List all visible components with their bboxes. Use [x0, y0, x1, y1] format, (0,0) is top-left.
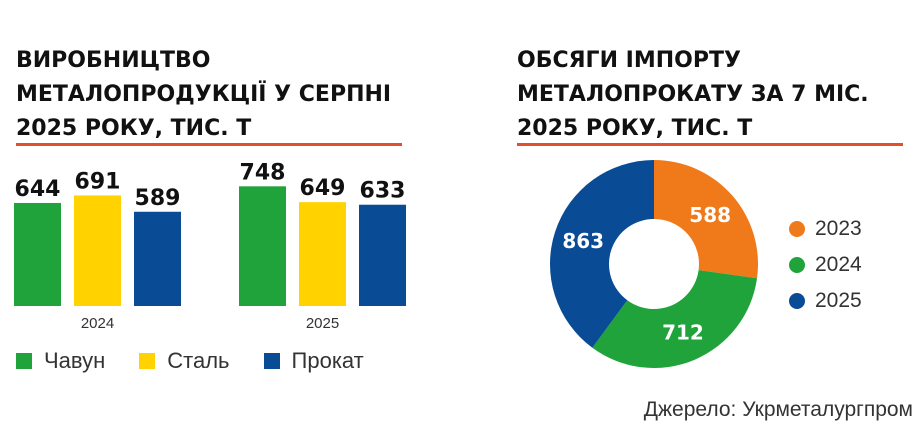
category-label: 2024: [81, 315, 114, 332]
donut-slice-value: 712: [662, 321, 704, 345]
donut-legend-item-2024: 2024: [789, 253, 862, 277]
legend-label: Сталь: [167, 348, 230, 373]
donut-chart-title: ОБСЯГИ ІМПОРТУ МЕТАЛОПРОКАТУ ЗА 7 МІС. 2…: [517, 44, 869, 146]
legend-dot-blue: [789, 293, 805, 309]
donut-legend-item-2023: 2023: [789, 217, 862, 241]
legend-item-stal: Сталь: [139, 348, 230, 374]
legend-label: Чавун: [44, 348, 106, 373]
donut-slice-2024: [592, 270, 758, 369]
bar-value-label: 748: [240, 160, 286, 185]
donut-slice-value: 588: [689, 203, 731, 227]
legend-label: 2023: [815, 217, 862, 240]
bar-2024-2: [134, 211, 181, 306]
bar-value-label: 691: [75, 169, 121, 194]
bar-value-label: 649: [300, 176, 346, 201]
legend-swatch-yellow: [139, 353, 156, 369]
bar-chart-title-line: ВИРОБНИЦТВО: [16, 48, 211, 73]
bar-2024-0: [14, 202, 61, 306]
donut-chart-title-line: ОБСЯГИ ІМПОРТУ: [517, 48, 741, 73]
bar-value-label: 589: [135, 186, 181, 211]
source-note: Джерело: Укрметалургпром: [643, 398, 913, 421]
bar-2025-0: [239, 186, 286, 306]
legend-item-chavun: Чавун: [16, 348, 105, 374]
bar-value-label: 633: [360, 179, 406, 204]
bar-value-label: 644: [15, 177, 61, 202]
legend-label: 2025: [815, 289, 862, 312]
donut-slice-value: 863: [562, 229, 604, 253]
bar-legend: Чавун Сталь Прокат: [16, 348, 364, 374]
legend-dot-green: [789, 257, 805, 273]
donut-slice-2025: [550, 160, 654, 348]
legend-swatch-blue: [263, 353, 280, 369]
donut-slice-2023: [654, 160, 758, 279]
donut-legend-item-2025: 2025: [789, 289, 862, 313]
donut-chart-title-rule: [517, 143, 903, 146]
bar-2025-1: [299, 202, 346, 306]
bar-chart-title-line: 2025 РОКУ, ТИС. Т: [16, 116, 252, 141]
donut-chart-title-line: 2025 РОКУ, ТИС. Т: [517, 116, 753, 141]
legend-swatch-green: [16, 353, 32, 369]
legend-dot-orange: [789, 221, 805, 237]
bar-chart-title-line: МЕТАЛОПРОДУКЦІЇ У СЕРПНІ: [16, 82, 392, 107]
legend-item-prokat: Прокат: [263, 348, 364, 374]
donut-chart-title-line: МЕТАЛОПРОКАТУ ЗА 7 МІС.: [517, 82, 869, 107]
legend-label: 2024: [815, 253, 862, 276]
category-label: 2025: [306, 315, 339, 332]
bar-2024-1: [74, 195, 121, 306]
bar-2025-2: [359, 204, 406, 306]
legend-label: Прокат: [291, 348, 364, 373]
bar-chart-title: ВИРОБНИЦТВО МЕТАЛОПРОДУКЦІЇ У СЕРПНІ 202…: [16, 44, 391, 146]
bar-chart-title-rule: [16, 143, 402, 146]
